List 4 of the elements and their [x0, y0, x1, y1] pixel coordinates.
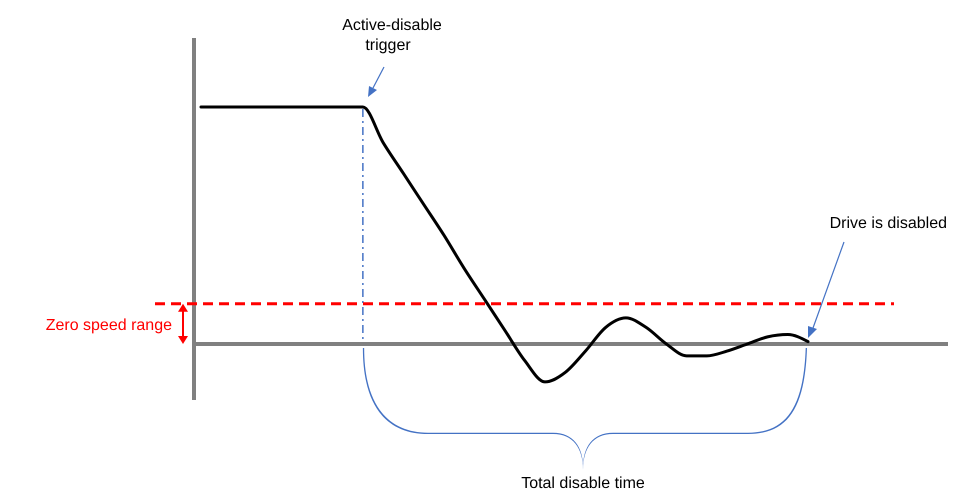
text: Active-disable trigger [342, 17, 442, 54]
legend-label: Zero speed range [46, 316, 172, 334]
text: Drive is disabled [830, 215, 947, 232]
text: Total disable time [521, 475, 645, 492]
